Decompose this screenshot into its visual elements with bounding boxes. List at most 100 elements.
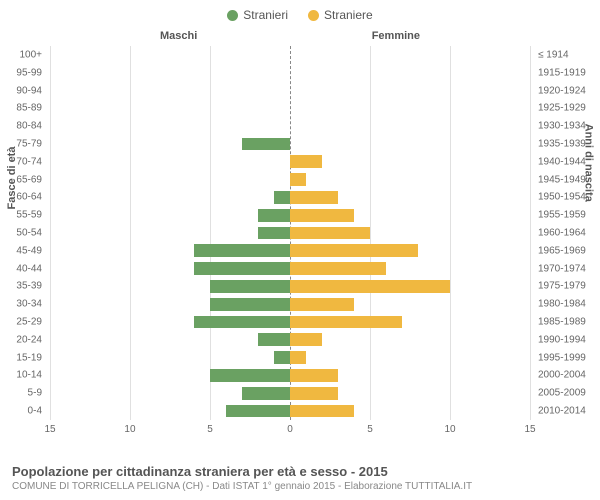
bar-row	[50, 64, 530, 82]
bar-row	[50, 242, 530, 260]
bar-row	[50, 278, 530, 296]
bar-row	[50, 331, 530, 349]
bar-row	[50, 135, 530, 153]
bar-female	[290, 227, 370, 240]
chart-title: Popolazione per cittadinanza straniera p…	[12, 464, 588, 479]
y-label-birth: ≤ 1914	[538, 49, 569, 60]
y-label-age: 10-14	[16, 370, 42, 381]
y-label-birth: 1945-1949	[538, 174, 586, 185]
bar-female	[290, 280, 450, 293]
y-label-birth: 1935-1939	[538, 138, 586, 149]
x-axis: 15105051015	[50, 420, 530, 440]
y-label-birth: 2010-2014	[538, 406, 586, 417]
y-label-age: 100+	[19, 49, 42, 60]
legend-swatch-female	[308, 10, 319, 21]
bar-row	[50, 82, 530, 100]
y-label-age: 40-44	[16, 263, 42, 274]
grid-line	[530, 46, 531, 420]
bar-female	[290, 191, 338, 204]
bar-row	[50, 313, 530, 331]
x-tick: 15	[44, 424, 55, 435]
bar-female	[290, 351, 306, 364]
chart-subtitle: COMUNE DI TORRICELLA PELIGNA (CH) - Dati…	[12, 481, 588, 492]
bar-row	[50, 260, 530, 278]
bar-male	[194, 244, 290, 257]
bar-row	[50, 117, 530, 135]
y-label-age: 20-24	[16, 334, 42, 345]
y-label-birth: 1995-1999	[538, 352, 586, 363]
bar-female	[290, 209, 354, 222]
y-label-age: 25-29	[16, 317, 42, 328]
bar-female	[290, 155, 322, 168]
y-label-birth: 1940-1944	[538, 156, 586, 167]
y-label-birth: 1925-1929	[538, 103, 586, 114]
bar-female	[290, 173, 306, 186]
bar-male	[242, 138, 290, 151]
bar-row	[50, 171, 530, 189]
bar-row	[50, 153, 530, 171]
bar-row	[50, 349, 530, 367]
bar-female	[290, 316, 402, 329]
y-label-age: 50-54	[16, 228, 42, 239]
x-tick: 15	[524, 424, 535, 435]
bar-female	[290, 387, 338, 400]
y-label-age: 95-99	[16, 67, 42, 78]
legend: Stranieri Straniere	[0, 0, 600, 26]
y-label-birth: 1960-1964	[538, 228, 586, 239]
bar-male	[258, 209, 290, 222]
y-label-birth: 1975-1979	[538, 281, 586, 292]
y-label-birth: 1955-1959	[538, 210, 586, 221]
y-label-age: 90-94	[16, 85, 42, 96]
bar-row	[50, 384, 530, 402]
column-header-male: Maschi	[160, 30, 197, 42]
bar-male	[242, 387, 290, 400]
bar-row	[50, 367, 530, 385]
y-label-birth: 1920-1924	[538, 85, 586, 96]
y-label-birth: 1965-1969	[538, 245, 586, 256]
bar-row	[50, 46, 530, 64]
legend-swatch-male	[227, 10, 238, 21]
bar-female	[290, 405, 354, 418]
bar-row	[50, 402, 530, 420]
bar-male	[274, 191, 290, 204]
y-label-birth: 2000-2004	[538, 370, 586, 381]
plot-area	[50, 46, 530, 420]
bar-male	[210, 369, 290, 382]
x-tick: 10	[124, 424, 135, 435]
y-label-birth: 1980-1984	[538, 299, 586, 310]
y-label-age: 0-4	[28, 406, 42, 417]
bar-female	[290, 298, 354, 311]
bar-female	[290, 244, 418, 257]
x-tick: 5	[367, 424, 373, 435]
bar-row	[50, 99, 530, 117]
bar-row	[50, 295, 530, 313]
y-label-birth: 1950-1954	[538, 192, 586, 203]
legend-label-male: Stranieri	[243, 8, 288, 22]
legend-label-female: Straniere	[324, 8, 373, 22]
y-label-birth: 1985-1989	[538, 317, 586, 328]
bar-male	[258, 227, 290, 240]
y-label-birth: 1915-1919	[538, 67, 586, 78]
bar-male	[258, 333, 290, 346]
y-label-birth: 1930-1934	[538, 121, 586, 132]
y-label-birth: 2005-2009	[538, 388, 586, 399]
y-label-age: 55-59	[16, 210, 42, 221]
y-label-age: 70-74	[16, 156, 42, 167]
bar-female	[290, 333, 322, 346]
x-tick: 5	[207, 424, 213, 435]
legend-item-female: Straniere	[308, 8, 373, 22]
y-label-birth: 1990-1994	[538, 334, 586, 345]
bar-male	[210, 280, 290, 293]
y-label-age: 30-34	[16, 299, 42, 310]
footer: Popolazione per cittadinanza straniera p…	[12, 464, 588, 492]
y-label-age: 80-84	[16, 121, 42, 132]
y-label-age: 75-79	[16, 138, 42, 149]
x-tick: 10	[444, 424, 455, 435]
bar-male	[226, 405, 290, 418]
y-label-age: 15-19	[16, 352, 42, 363]
bar-row	[50, 188, 530, 206]
chart-area: Maschi Femmine Fasce di età Anni di nasc…	[50, 30, 530, 440]
bar-male	[274, 351, 290, 364]
bar-male	[210, 298, 290, 311]
y-label-age: 60-64	[16, 192, 42, 203]
